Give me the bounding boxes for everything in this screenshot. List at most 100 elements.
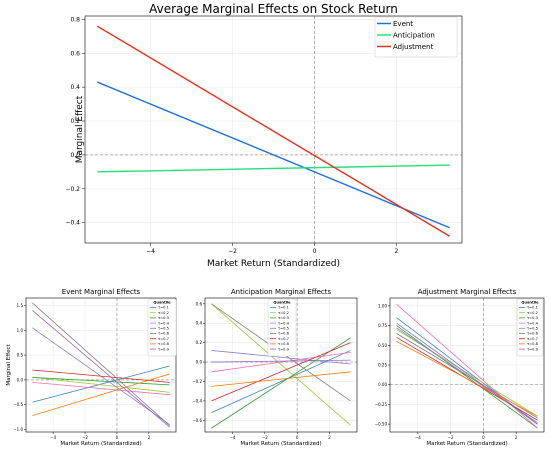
x-axis-label: Market Return (Standardized) (426, 441, 507, 447)
series-line-6 (32, 369, 170, 383)
chart-panel-0: −4 −2 0 2 −0.4 −0.2 0.0 0.2 0.4 0.6 0.8 Average Mar… (65, 2, 463, 269)
legend-label-2: τ=0.3 (527, 316, 538, 320)
chart-title: Anticipation Marginal Effects (231, 288, 332, 296)
legend-label-4: τ=0.5 (527, 327, 538, 331)
legend-label-0: τ=0.1 (278, 306, 289, 310)
y-tick-label: 0.4 (70, 84, 80, 91)
y-tick-label: 0.2 (70, 118, 80, 125)
y-tick-label: −0.2 (65, 186, 80, 193)
series-line-6 (211, 342, 351, 402)
x-tick-label: 0 (482, 435, 485, 440)
y-tick-label: 1.00 (378, 303, 387, 308)
chart-panel-3: −4 −2 0 2 −0.50 −0.25 0.00 0.25 0.50 0.75 1.00 Adju… (375, 288, 545, 447)
y-tick-label: 0.0 (70, 152, 80, 159)
legend: Quantileτ=0.1τ=0.2τ=0.3τ=0.4τ=0.5τ=0.6τ=… (147, 298, 177, 357)
series-line-8 (211, 359, 351, 363)
y-tick-label: 0.6 (196, 301, 203, 306)
series-line-1 (211, 303, 351, 426)
series-line-8 (32, 310, 170, 428)
series-line-0 (32, 365, 170, 403)
legend-label-8: τ=0.9 (527, 347, 539, 351)
x-tick-label: −4 (230, 435, 236, 440)
legend-label-7: τ=0.8 (527, 342, 539, 346)
y-tick-label: 0.6 (70, 50, 80, 57)
x-tick-label: 2 (148, 435, 151, 440)
x-tick-label: −4 (146, 248, 155, 255)
series-line-5 (32, 302, 170, 426)
plot-frame (204, 297, 358, 433)
legend-label-6: τ=0.7 (527, 337, 538, 341)
series-line-2 (32, 377, 170, 386)
legend-label-3: τ=0.4 (158, 321, 170, 325)
y-tick-label: 0.0 (17, 377, 24, 382)
legend-box (374, 16, 458, 58)
legend-label-1: τ=0.2 (278, 311, 289, 315)
series-line-3 (32, 381, 170, 396)
legend-label-1: τ=0.2 (527, 311, 538, 315)
x-axis-label: Market Return (Standardized) (60, 441, 141, 447)
y-tick-label: 0.25 (378, 363, 387, 368)
x-axis-label: Market Return (Standardized) (240, 441, 321, 447)
chart-panel-1: −4 −2 0 2 −1.0 −0.5 0.0 0.5 1.0 1.5 Event Marginal… (6, 288, 177, 447)
x-tick-label: −4 (50, 435, 56, 440)
legend-label-0: τ=0.1 (527, 306, 538, 310)
series-line-2 (96, 25, 451, 237)
legend-label-3: τ=0.4 (527, 321, 539, 325)
y-tick-label: 0.00 (378, 382, 387, 387)
plot-frame (84, 15, 463, 244)
legend: Event Anticipation Adjustment (374, 16, 458, 58)
y-tick-label: 0.0 (196, 360, 203, 365)
y-tick-label: −0.6 (192, 418, 202, 423)
legend-title: Quantile (153, 301, 171, 305)
legend-label-7: τ=0.8 (158, 342, 170, 346)
x-tick-label: 0 (296, 435, 299, 440)
legend-label-1: Anticipation (393, 32, 435, 40)
y-tick-label: −0.25 (375, 402, 388, 407)
chart-title: Average Marginal Effects on Stock Return (149, 2, 398, 16)
legend-label-7: τ=0.8 (278, 342, 290, 346)
series-line-7 (211, 371, 351, 387)
series-line-4 (211, 350, 351, 365)
legend: Quantileτ=0.1τ=0.2τ=0.3τ=0.4τ=0.5τ=0.6τ=… (267, 298, 297, 357)
series-line-1 (32, 377, 170, 393)
x-tick-label: −2 (82, 435, 88, 440)
legend-title: Quantile (273, 301, 291, 305)
legend-label-3: τ=0.4 (278, 321, 290, 325)
series-line-2 (211, 337, 351, 429)
legend-label-6: τ=0.7 (278, 337, 289, 341)
y-tick-label: 1.0 (17, 328, 24, 333)
legend-label-8: τ=0.9 (158, 347, 170, 351)
legend: Quantileτ=0.1τ=0.2τ=0.3τ=0.4τ=0.5τ=0.6τ=… (516, 298, 544, 357)
series-line-7 (396, 340, 538, 417)
legend-box (147, 298, 177, 357)
x-axis-label: Market Return (Standardized) (207, 259, 340, 269)
series-line-0 (97, 81, 450, 229)
x-tick-label: −4 (415, 435, 421, 440)
legend-label-4: τ=0.5 (278, 327, 289, 331)
legend-label-5: τ=0.6 (158, 332, 170, 336)
legend-label-2: τ=0.3 (278, 316, 289, 320)
legend-label-5: τ=0.6 (278, 332, 290, 336)
y-tick-label: −0.5 (13, 402, 23, 407)
x-tick-label: −2 (228, 248, 237, 255)
series-line-1 (97, 164, 450, 173)
y-tick-label: 0.8 (70, 16, 80, 23)
y-axis-label: Marginal Effect (75, 95, 85, 163)
y-tick-label: −0.4 (192, 398, 202, 403)
x-tick-label: 2 (395, 248, 399, 255)
x-tick-label: −2 (262, 435, 268, 440)
x-tick-label: −2 (448, 435, 454, 440)
series-line-3 (211, 351, 351, 373)
plot-frame (25, 297, 177, 433)
series-line-7 (32, 373, 170, 417)
y-tick-label: 0.5 (17, 353, 24, 358)
legend-box (267, 298, 297, 357)
x-tick-label: 0 (313, 248, 317, 255)
x-tick-label: 0 (116, 435, 119, 440)
legend-label-4: τ=0.5 (158, 327, 169, 331)
series-line-8 (396, 322, 538, 425)
y-tick-label: −0.4 (65, 220, 80, 227)
x-tick-label: 2 (515, 435, 518, 440)
chart-title: Event Marginal Effects (62, 288, 141, 296)
